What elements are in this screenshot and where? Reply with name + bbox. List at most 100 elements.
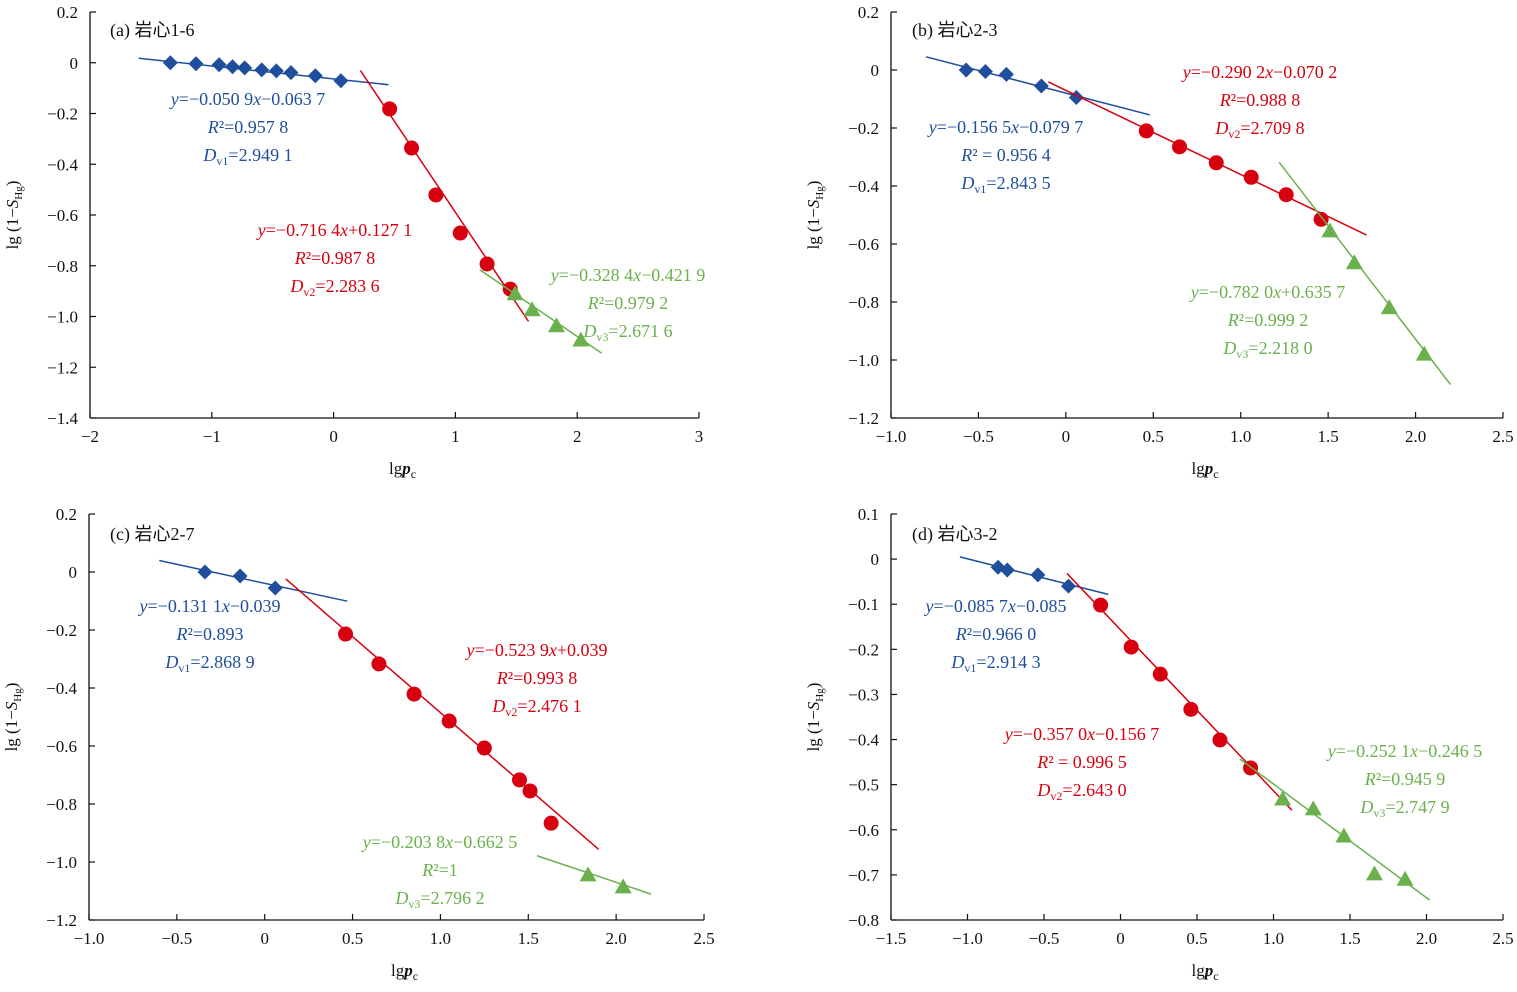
x-tick-label: 3 — [695, 427, 704, 446]
data-point-circle — [452, 225, 468, 241]
data-point-circle — [476, 740, 492, 756]
x-tick-label: 1.0 — [1230, 427, 1251, 446]
x-tick-label: 1.5 — [518, 929, 539, 948]
x-axis-title: lgpc — [391, 961, 418, 983]
data-point-circle — [1172, 139, 1188, 155]
fit-equation: y=−0.328 4x−0.421 9 — [549, 265, 705, 285]
fractal-dimension-label: Dv2=2.709 8 — [1214, 118, 1304, 141]
data-point-circle — [1208, 155, 1224, 171]
series-segment-2: y=−0.523 9x+0.039 R²=0.993 8 Dv2=2.476 1 — [285, 578, 608, 850]
data-point-circle — [479, 256, 495, 272]
data-point-circle — [1243, 169, 1259, 185]
y-tick-label: 0.2 — [57, 3, 78, 22]
data-point-triangle — [1321, 222, 1339, 238]
r-squared-label: R² = 0.956 4 — [960, 145, 1051, 165]
y-tick-label: −1.0 — [47, 308, 78, 327]
fractal-dimension-label: Dv1=2.868 9 — [164, 652, 254, 675]
y-tick-label: −1.2 — [848, 409, 879, 428]
y-tick-label: −1.0 — [848, 351, 879, 370]
x-tick-label: 0 — [1062, 427, 1071, 446]
y-tick-label: −0.2 — [848, 640, 879, 659]
x-tick-label: 2.5 — [1492, 427, 1513, 446]
x-tick-label: 0.5 — [342, 929, 363, 948]
fit-equation: y=−0.357 0x−0.156 7 — [1003, 724, 1159, 744]
fit-equation: y=−0.131 1x−0.039 — [138, 596, 281, 616]
data-point-triangle — [547, 317, 565, 333]
y-tick-label: −0.8 — [848, 911, 879, 930]
series-segment-2: y=−0.716 4x+0.127 1 R²=0.987 8 Dv2=2.283 6 — [256, 70, 530, 322]
chart-panel-c: −1.0 −0.5 0 0.5 1.0 1.5 2.0 2.5 0.2 0 −0.2 −0.4 −0.6… — [2, 505, 715, 983]
fit-equation: y=−0.156 5x−0.079 7 — [927, 117, 1083, 137]
y-tick-label: −0.2 — [46, 621, 77, 640]
chart-panel-d: −1.5 −1.0 −0.5 0 0.5 1.0 1.5 2.0 2.5 0.1 0 −0.1 −0.2… — [804, 505, 1514, 983]
x-tick-label: 2.5 — [693, 929, 714, 948]
fit-equation: y=−0.523 9x+0.039 — [465, 640, 608, 660]
x-tick-label: 2.5 — [1492, 929, 1513, 948]
y-axis-title: lg (1−SHg) — [804, 683, 826, 752]
fit-line — [1048, 81, 1367, 236]
chart-panel-a: −2 −1 0 1 2 3 0.2 0 −0.2 −0.4 −0.6 −0.8 −1.0 −1.2 −1.4… — [3, 3, 705, 481]
data-point-diamond — [958, 62, 974, 78]
y-tick-label: −0.5 — [848, 776, 879, 795]
r-squared-label: R²=0.893 — [175, 624, 243, 644]
data-point-triangle — [1380, 299, 1398, 315]
y-tick-label: −1.2 — [47, 358, 78, 377]
r-squared-label: R²=0.988 8 — [1219, 90, 1301, 110]
series-segment-3: y=−0.252 1x−0.246 5 R²=0.945 9 Dv3=2.747 9 — [1239, 741, 1482, 901]
data-point-triangle — [1274, 790, 1292, 806]
x-axis-title: lgpc — [389, 459, 416, 481]
fractal-dimension-label: Dv1=2.843 5 — [960, 173, 1050, 196]
r-squared-label: R²=1 — [421, 860, 458, 880]
fit-line — [536, 855, 652, 895]
r-squared-label: R²=0.993 8 — [496, 668, 578, 688]
y-tick-label: −0.3 — [848, 685, 879, 704]
data-point-circle — [1278, 187, 1294, 203]
y-tick-label: 0 — [871, 550, 880, 569]
fractal-dimension-label: Dv2=2.283 6 — [289, 276, 379, 299]
y-tick-label: −0.2 — [47, 105, 78, 124]
data-point-circle — [1093, 597, 1109, 613]
r-squared-label: R²=0.979 2 — [587, 293, 669, 313]
data-point-triangle — [572, 331, 590, 347]
r-squared-label: R²=0.999 2 — [1227, 310, 1309, 330]
fit-line — [1239, 758, 1431, 901]
x-tick-label: −1 — [203, 427, 221, 446]
data-point-triangle — [1365, 865, 1383, 881]
x-tick-label: −0.5 — [161, 929, 192, 948]
data-point-triangle — [523, 301, 541, 317]
x-tick-label: −0.5 — [963, 427, 994, 446]
fit-line — [159, 559, 348, 602]
data-point-triangle — [1396, 870, 1414, 886]
data-point-triangle — [614, 878, 632, 894]
x-tick-label: 0 — [329, 427, 338, 446]
y-tick-label: −0.8 — [848, 293, 879, 312]
x-tick-label: 2.0 — [606, 929, 627, 948]
fractal-dimension-label: Dv1=2.949 1 — [202, 145, 292, 168]
y-tick-label: 0 — [69, 563, 78, 582]
r-squared-label: R²=0.966 0 — [955, 624, 1037, 644]
data-point-diamond — [1060, 578, 1076, 594]
series-segment-1: y=−0.156 5x−0.079 7 R² = 0.956 4 Dv1=2.843… — [925, 56, 1150, 196]
x-axis-title: lgpc — [1191, 459, 1218, 481]
panel-title: (b) 岩心2-3 — [912, 20, 997, 41]
x-tick-label: 2.0 — [1405, 427, 1426, 446]
x-tick-label: −1.5 — [876, 929, 907, 948]
data-point-diamond — [1033, 78, 1049, 94]
data-point-diamond — [267, 580, 283, 596]
fractal-dimension-label: Dv3=2.796 2 — [394, 888, 484, 911]
x-tick-label: 1 — [451, 427, 460, 446]
data-point-diamond — [225, 59, 241, 75]
x-tick-label: 1.5 — [1339, 929, 1360, 948]
data-point-circle — [428, 187, 444, 203]
data-point-diamond — [211, 57, 227, 73]
data-point-circle — [406, 686, 422, 702]
series-segment-3: y=−0.203 8x−0.662 5 R²=1 Dv3=2.796 2 — [361, 832, 652, 911]
x-tick-label: 1.0 — [1263, 929, 1284, 948]
data-point-diamond — [162, 55, 178, 71]
x-tick-label: 0.5 — [1143, 427, 1164, 446]
r-squared-label: R² = 0.996 5 — [1036, 752, 1127, 772]
x-tick-label: −1.0 — [952, 929, 983, 948]
y-axis-title: lg (1−SHg) — [804, 181, 826, 250]
x-tick-label: −1.0 — [876, 427, 907, 446]
